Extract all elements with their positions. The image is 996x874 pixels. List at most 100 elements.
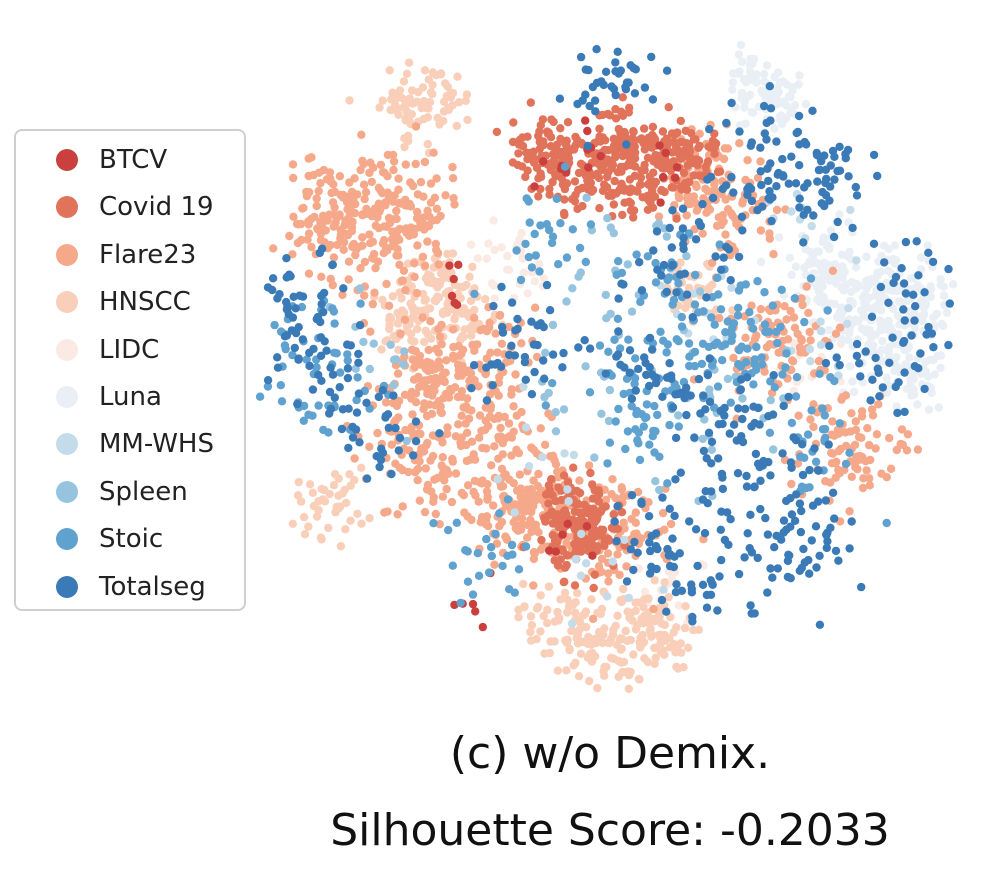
data-point <box>748 108 758 117</box>
data-point <box>433 113 442 123</box>
data-point <box>856 372 865 381</box>
data-point <box>604 416 614 426</box>
data-point <box>631 386 640 395</box>
data-point <box>782 496 791 506</box>
data-point <box>554 522 563 532</box>
data-point <box>703 157 713 166</box>
data-point <box>597 554 607 564</box>
data-point <box>811 522 821 531</box>
data-point <box>793 459 803 468</box>
data-point <box>807 536 816 545</box>
data-point <box>845 247 854 256</box>
data-point <box>574 272 583 281</box>
data-point <box>338 290 347 300</box>
data-point <box>555 94 565 103</box>
data-point <box>399 266 409 275</box>
data-point <box>393 233 402 243</box>
data-point <box>613 611 622 620</box>
data-point <box>926 292 935 301</box>
data-point <box>864 440 874 450</box>
data-point <box>857 433 866 442</box>
data-point <box>926 282 935 291</box>
data-point <box>560 588 570 597</box>
data-point <box>536 545 546 554</box>
data-point <box>622 140 631 149</box>
data-point <box>787 479 796 489</box>
data-point <box>586 468 595 478</box>
data-point <box>497 282 506 292</box>
data-point <box>498 561 507 571</box>
data-point <box>304 269 314 278</box>
data-point <box>893 408 902 418</box>
data-point <box>268 274 278 283</box>
data-point <box>852 339 862 349</box>
data-point <box>520 602 529 611</box>
data-point <box>751 365 761 374</box>
data-point <box>314 401 323 410</box>
data-point <box>757 180 766 190</box>
data-point <box>667 183 676 192</box>
data-point <box>488 381 497 390</box>
data-point <box>624 108 633 117</box>
data-point <box>335 383 344 392</box>
data-point <box>419 337 429 347</box>
data-point <box>770 383 779 392</box>
data-point <box>683 191 692 200</box>
data-point <box>394 110 403 119</box>
data-point <box>497 464 507 474</box>
data-point <box>558 545 567 554</box>
data-point <box>458 332 467 341</box>
data-point <box>657 185 666 195</box>
data-point <box>643 194 652 203</box>
data-point <box>588 551 597 560</box>
data-point <box>795 140 804 149</box>
data-point <box>891 272 901 282</box>
data-point <box>489 216 498 225</box>
data-point <box>805 257 814 266</box>
legend-label: Spleen <box>99 476 188 507</box>
data-point <box>823 306 832 315</box>
data-point <box>812 247 821 256</box>
data-point <box>515 140 524 149</box>
data-point <box>413 476 422 485</box>
data-point <box>812 563 821 572</box>
data-point <box>523 132 532 141</box>
data-point <box>635 180 645 189</box>
data-point <box>722 118 731 128</box>
data-point <box>649 426 658 436</box>
data-point <box>828 417 837 426</box>
data-point <box>530 367 539 377</box>
data-point <box>426 317 435 326</box>
data-point <box>352 395 361 405</box>
data-point <box>897 264 906 273</box>
legend-item: Flare23 <box>16 237 196 273</box>
data-point <box>707 459 716 468</box>
data-point <box>710 320 719 329</box>
data-point <box>714 290 723 299</box>
data-point <box>454 260 463 269</box>
data-point <box>846 205 855 215</box>
data-point <box>914 364 923 373</box>
data-point <box>786 92 795 102</box>
data-point <box>554 260 563 269</box>
data-point <box>391 92 400 101</box>
data-point <box>333 240 342 250</box>
data-point <box>275 290 284 299</box>
data-point <box>273 353 282 362</box>
data-point <box>920 288 929 297</box>
data-point <box>356 165 365 175</box>
data-point <box>705 354 714 363</box>
data-point <box>524 462 534 471</box>
data-point <box>424 222 434 231</box>
data-point <box>725 429 734 438</box>
data-point <box>817 156 826 166</box>
data-point <box>484 568 494 577</box>
data-point <box>603 534 612 543</box>
data-point <box>641 413 650 423</box>
data-point <box>459 491 468 500</box>
data-point <box>913 400 922 409</box>
data-point <box>744 91 753 101</box>
data-point <box>741 77 751 87</box>
data-point <box>374 199 383 208</box>
data-point <box>672 662 681 671</box>
